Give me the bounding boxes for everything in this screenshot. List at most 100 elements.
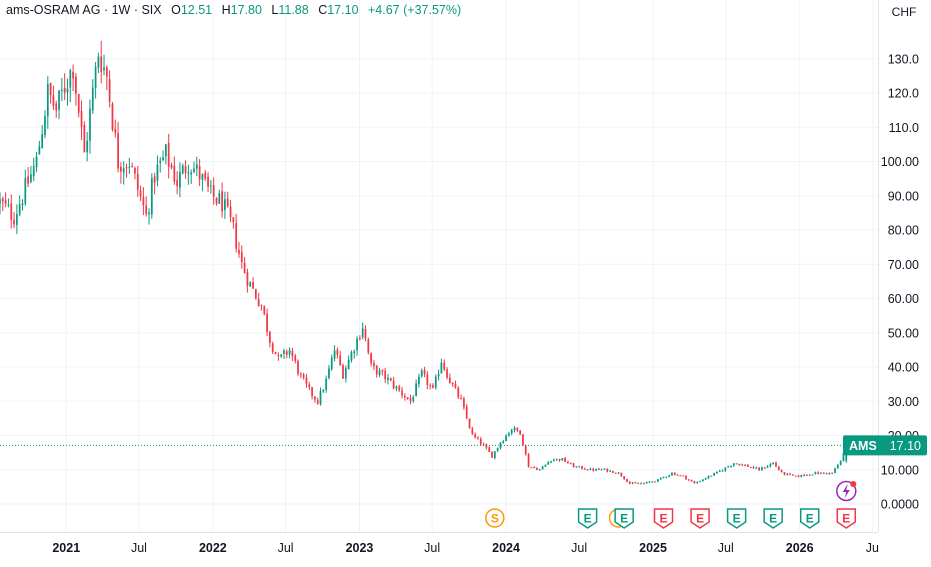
candle xyxy=(432,383,434,389)
candle-body xyxy=(578,466,581,468)
candle xyxy=(724,467,727,472)
last-price-label[interactable]: AMS 17.10 xyxy=(843,435,927,456)
candle-body xyxy=(94,66,97,88)
candle-body xyxy=(463,398,465,408)
candle-body xyxy=(558,459,561,461)
candle xyxy=(232,217,235,229)
candle xyxy=(193,161,195,174)
candle-body xyxy=(583,468,586,470)
earnings-event-marker[interactable]: E xyxy=(614,508,634,529)
candle xyxy=(91,79,94,114)
candle-body xyxy=(831,472,834,474)
candle-body xyxy=(732,463,735,466)
candle xyxy=(569,462,572,465)
candle-body xyxy=(533,467,536,469)
candle-body xyxy=(86,140,89,153)
candle xyxy=(10,194,13,229)
last-price-line: AMS 17.10 xyxy=(0,435,927,456)
candle-body xyxy=(423,370,426,374)
candle-body xyxy=(134,168,136,174)
candle-body xyxy=(654,481,656,483)
candle xyxy=(0,192,1,215)
candle xyxy=(505,434,507,442)
candle xyxy=(690,479,693,482)
candle-body xyxy=(592,468,595,471)
candle-body xyxy=(589,468,592,470)
candle-body xyxy=(373,362,375,367)
price-tick-label: 30.00 xyxy=(888,395,919,409)
earnings-event-marker[interactable]: E xyxy=(726,508,747,529)
candle xyxy=(575,466,578,468)
candle-body xyxy=(682,475,685,477)
candle-body xyxy=(814,472,817,475)
candle xyxy=(713,472,715,476)
candle xyxy=(285,349,288,359)
price-axis: 0.000010.00020.0030.0040.0050.0060.0070.… xyxy=(881,52,919,511)
candle xyxy=(446,367,448,380)
event-letter: E xyxy=(660,512,668,526)
candle xyxy=(657,479,659,483)
candle-body xyxy=(434,376,437,388)
candle-body xyxy=(493,451,496,458)
candle-body xyxy=(395,386,398,389)
candle xyxy=(800,474,803,478)
legend-interval[interactable]: 1W xyxy=(111,3,131,17)
candle-body xyxy=(727,466,730,468)
price-tick-label: 50.00 xyxy=(888,326,919,340)
candle-body xyxy=(24,178,27,204)
candle xyxy=(55,100,58,118)
split-event-marker[interactable]: S xyxy=(485,508,505,528)
earnings-event-marker[interactable]: E xyxy=(653,508,674,529)
candle xyxy=(215,197,218,206)
candle xyxy=(260,304,263,311)
lightning-icon[interactable] xyxy=(836,480,857,502)
candle-body xyxy=(752,467,755,469)
candle xyxy=(499,441,502,450)
candle xyxy=(249,281,252,288)
candle xyxy=(398,384,401,392)
candle xyxy=(392,376,395,390)
earnings-event-marker[interactable]: E xyxy=(690,508,710,529)
earnings-event-marker[interactable]: E xyxy=(577,508,598,529)
candle-body xyxy=(640,483,642,485)
candle-body xyxy=(139,190,142,197)
candle-body xyxy=(246,272,249,286)
candle xyxy=(665,476,668,479)
candle xyxy=(544,464,547,467)
candle-body xyxy=(162,157,164,161)
candle-body xyxy=(280,354,283,357)
candle xyxy=(679,475,682,477)
legend-symbol[interactable]: ams-OSRAM AG xyxy=(6,3,101,17)
earnings-event-marker[interactable]: E xyxy=(836,508,857,529)
candle-body xyxy=(612,470,614,473)
earnings-event-marker[interactable]: E xyxy=(799,508,820,529)
candle xyxy=(308,381,311,391)
candle-body xyxy=(508,433,510,436)
candle-body xyxy=(398,386,401,391)
candle xyxy=(387,373,389,385)
candle-body xyxy=(142,197,145,206)
candle-body xyxy=(392,380,395,389)
candle xyxy=(508,431,510,437)
candle-body xyxy=(7,204,10,206)
candle xyxy=(671,472,673,476)
earnings-event-marker[interactable]: E xyxy=(763,508,783,529)
candle-body xyxy=(623,476,626,480)
candle-body xyxy=(522,434,524,446)
candle-body xyxy=(297,360,299,374)
candle-body xyxy=(530,467,533,469)
candle-body xyxy=(333,350,336,359)
candle xyxy=(589,467,592,471)
candle-body xyxy=(215,197,218,204)
candle-body xyxy=(791,474,794,476)
candle-body xyxy=(156,164,159,181)
candle-body xyxy=(347,359,350,370)
candle xyxy=(120,162,122,184)
candle xyxy=(311,386,313,400)
price-tick-label: 10.000 xyxy=(881,463,919,477)
candle-body xyxy=(364,329,367,339)
currency-button[interactable]: CHF xyxy=(878,0,929,24)
candle-body xyxy=(27,176,29,184)
